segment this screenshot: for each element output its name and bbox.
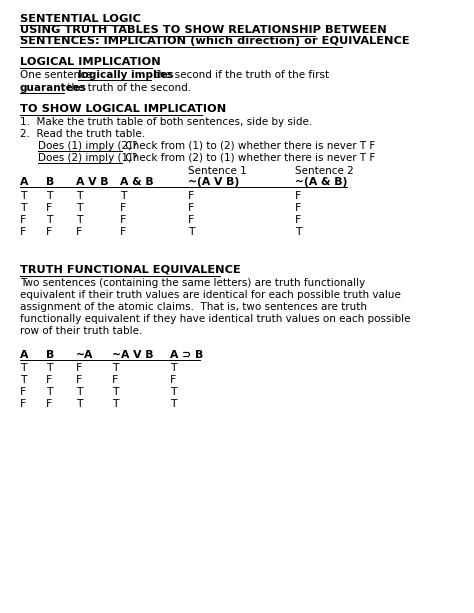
Text: Two sentences (containing the same letters) are truth functionally: Two sentences (containing the same lette… — [20, 278, 365, 288]
Text: USING TRUTH TABLES TO SHOW RELATIONSHIP BETWEEN: USING TRUTH TABLES TO SHOW RELATIONSHIP … — [20, 25, 387, 35]
Text: F: F — [46, 375, 52, 385]
Text: F: F — [20, 399, 26, 409]
Text: T: T — [46, 387, 53, 397]
Text: A & B: A & B — [120, 177, 154, 187]
Text: F: F — [76, 363, 82, 373]
Text: 1.  Make the truth table of both sentences, side by side.: 1. Make the truth table of both sentence… — [20, 117, 312, 127]
Text: SENTENTIAL LOGIC: SENTENTIAL LOGIC — [20, 14, 141, 24]
Text: T: T — [170, 387, 176, 397]
Text: T: T — [76, 399, 82, 409]
Text: F: F — [112, 375, 118, 385]
Text: Does (1) imply (2)?: Does (1) imply (2)? — [38, 141, 137, 151]
Text: A: A — [20, 177, 28, 187]
Text: F: F — [188, 215, 194, 225]
Text: logically implies: logically implies — [78, 70, 173, 80]
Text: F: F — [76, 227, 82, 237]
Text: guarantees: guarantees — [20, 83, 87, 93]
Text: A V B: A V B — [76, 177, 109, 187]
Text: F: F — [120, 203, 126, 213]
Text: T: T — [20, 191, 27, 201]
Text: Does (2) imply (1)?: Does (2) imply (1)? — [38, 153, 137, 163]
Text: ~A: ~A — [76, 350, 93, 360]
Text: equivalent if their truth values are identical for each possible truth value: equivalent if their truth values are ide… — [20, 290, 401, 300]
Text: 2.  Read the truth table.: 2. Read the truth table. — [20, 129, 145, 139]
Text: F: F — [295, 203, 301, 213]
Text: Check from (1) to (2) whether there is never T F: Check from (1) to (2) whether there is n… — [122, 141, 375, 151]
Text: T: T — [76, 191, 82, 201]
Text: T: T — [76, 387, 82, 397]
Text: T: T — [295, 227, 301, 237]
Text: T: T — [20, 203, 27, 213]
Text: TRUTH FUNCTIONAL EQUIVALENCE: TRUTH FUNCTIONAL EQUIVALENCE — [20, 265, 241, 275]
Text: T: T — [46, 215, 53, 225]
Text: Check from (2) to (1) whether there is never T F: Check from (2) to (1) whether there is n… — [122, 153, 375, 163]
Text: F: F — [46, 203, 52, 213]
Text: F: F — [188, 203, 194, 213]
Text: B: B — [46, 177, 54, 187]
Text: One sentence: One sentence — [20, 70, 95, 80]
Text: T: T — [112, 387, 118, 397]
Text: SENTENCES: IMPLICATION (which direction) or EQUIVALENCE: SENTENCES: IMPLICATION (which direction)… — [20, 36, 410, 46]
Text: T: T — [20, 363, 27, 373]
Text: F: F — [188, 191, 194, 201]
Text: Sentence 2: Sentence 2 — [295, 166, 354, 176]
Text: row of their truth table.: row of their truth table. — [20, 326, 142, 336]
Text: F: F — [295, 215, 301, 225]
Text: T: T — [112, 399, 118, 409]
Text: T: T — [112, 363, 118, 373]
Text: T: T — [170, 399, 176, 409]
Text: ~(A V B): ~(A V B) — [188, 177, 239, 187]
Text: T: T — [76, 203, 82, 213]
Text: F: F — [170, 375, 176, 385]
Text: T: T — [20, 375, 27, 385]
Text: T: T — [170, 363, 176, 373]
Text: assignment of the atomic claims.  That is, two sentences are truth: assignment of the atomic claims. That is… — [20, 302, 367, 312]
Text: T: T — [120, 191, 127, 201]
Text: Sentence 1: Sentence 1 — [188, 166, 247, 176]
Text: the truth of the second.: the truth of the second. — [64, 83, 191, 93]
Text: A: A — [20, 350, 28, 360]
Text: F: F — [46, 399, 52, 409]
Text: F: F — [20, 227, 26, 237]
Text: F: F — [20, 215, 26, 225]
Text: functionally equivalent if they have identical truth values on each possible: functionally equivalent if they have ide… — [20, 314, 410, 324]
Text: ~A V B: ~A V B — [112, 350, 154, 360]
Text: T: T — [188, 227, 194, 237]
Text: F: F — [295, 191, 301, 201]
Text: TO SHOW LOGICAL IMPLICATION: TO SHOW LOGICAL IMPLICATION — [20, 104, 226, 114]
Text: A ⊃ B: A ⊃ B — [170, 350, 203, 360]
Text: B: B — [46, 350, 54, 360]
Text: ~(A & B): ~(A & B) — [295, 177, 347, 187]
Text: LOGICAL IMPLICATION: LOGICAL IMPLICATION — [20, 57, 161, 67]
Text: T: T — [46, 363, 53, 373]
Text: F: F — [46, 227, 52, 237]
Text: T: T — [76, 215, 82, 225]
Text: F: F — [120, 215, 126, 225]
Text: the second if the truth of the first: the second if the truth of the first — [151, 70, 329, 80]
Text: F: F — [20, 387, 26, 397]
Text: F: F — [120, 227, 126, 237]
Text: F: F — [76, 375, 82, 385]
Text: T: T — [46, 191, 53, 201]
